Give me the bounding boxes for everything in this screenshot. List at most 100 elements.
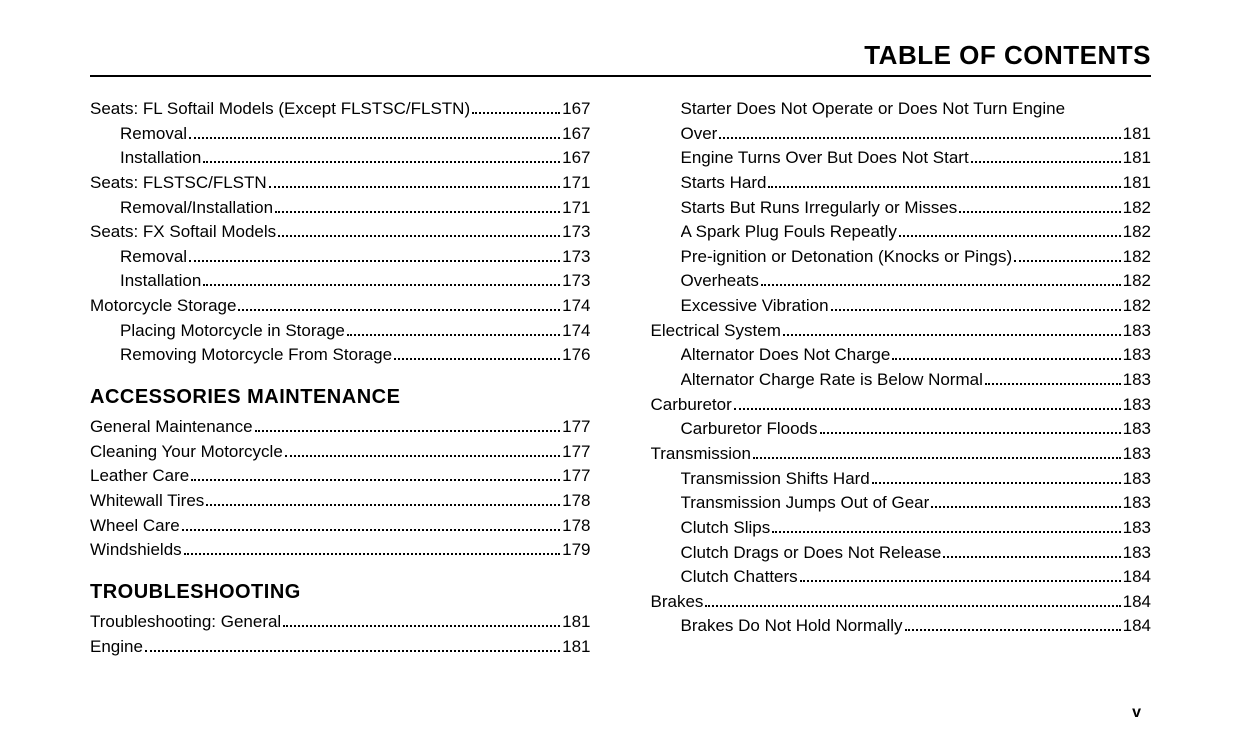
toc-leader-dots xyxy=(189,137,560,139)
toc-leader-dots xyxy=(783,334,1121,336)
toc-entry-page: 184 xyxy=(1123,614,1151,639)
toc-entry-label: Carburetor xyxy=(651,393,732,418)
toc-entry: Installation167 xyxy=(90,146,591,171)
toc-entry-page: 178 xyxy=(562,489,590,514)
toc-entry: Seats: FL Softail Models (Except FLSTSC/… xyxy=(90,97,591,122)
toc-entry-label: Electrical System xyxy=(651,319,781,344)
toc-entry-page: 174 xyxy=(562,294,590,319)
toc-entry-page: 177 xyxy=(562,440,590,465)
toc-leader-dots xyxy=(182,529,560,531)
toc-entry-label: Installation xyxy=(120,269,201,294)
toc-entry: Starter Does Not Operate or Does Not Tur… xyxy=(651,97,1152,122)
toc-entry-label: Excessive Vibration xyxy=(681,294,829,319)
toc-leader-dots xyxy=(772,531,1120,533)
toc-entry-label: Clutch Chatters xyxy=(681,565,798,590)
toc-entry-label: Over xyxy=(681,122,718,147)
toc-entry-page: 183 xyxy=(1123,467,1151,492)
toc-entry-page: 177 xyxy=(562,464,590,489)
toc-entry-page: 174 xyxy=(562,319,590,344)
toc-entry: General Maintenance 177 xyxy=(90,415,591,440)
toc-entry-label: Starts Hard xyxy=(681,171,767,196)
toc-entry-page: 183 xyxy=(1123,541,1151,566)
toc-entry-page: 182 xyxy=(1123,269,1151,294)
toc-entry: Carburetor Floods183 xyxy=(651,417,1152,442)
toc-entry-page: 184 xyxy=(1123,590,1151,615)
toc-leader-dots xyxy=(734,408,1121,410)
toc-entry-page: 182 xyxy=(1123,196,1151,221)
toc-entry-page: 167 xyxy=(562,146,590,171)
toc-leader-dots xyxy=(1014,260,1120,262)
toc-entry-label: Seats: FL Softail Models (Except FLSTSC/… xyxy=(90,97,470,122)
toc-leader-dots xyxy=(892,358,1120,360)
toc-leader-dots xyxy=(872,482,1121,484)
toc-entry-page: 181 xyxy=(1123,122,1151,147)
toc-entry-page: 173 xyxy=(562,269,590,294)
toc-entry-page: 179 xyxy=(562,538,590,563)
toc-entry-page: 182 xyxy=(1123,294,1151,319)
toc-entry-page: 183 xyxy=(1123,319,1151,344)
toc-entry-page: 183 xyxy=(1123,393,1151,418)
toc-leader-dots xyxy=(347,334,560,336)
toc-entry-label: Transmission Jumps Out of Gear xyxy=(681,491,930,516)
toc-entry-page: 167 xyxy=(562,97,590,122)
toc-leader-dots xyxy=(800,580,1121,582)
toc-leader-dots xyxy=(820,432,1121,434)
toc-entry-page: 183 xyxy=(1123,491,1151,516)
toc-entry-label: General Maintenance xyxy=(90,415,253,440)
toc-entry: Overheats182 xyxy=(651,269,1152,294)
toc-entry: Wheel Care178 xyxy=(90,514,591,539)
toc-leader-dots xyxy=(753,457,1121,459)
toc-entry: Seats: FX Softail Models173 xyxy=(90,220,591,245)
toc-leader-dots xyxy=(931,506,1120,508)
toc-entry: Over 181 xyxy=(651,122,1152,147)
toc-leader-dots xyxy=(184,553,560,555)
toc-entry-page: 183 xyxy=(1123,516,1151,541)
toc-leader-dots xyxy=(899,235,1121,237)
toc-entry-label: Alternator Does Not Charge xyxy=(681,343,891,368)
toc-entry-page: 171 xyxy=(562,196,590,221)
toc-entry: Electrical System 183 xyxy=(651,319,1152,344)
toc-entry-page: 183 xyxy=(1123,343,1151,368)
section-heading: TROUBLESHOOTING xyxy=(90,581,591,604)
toc-entry-label: Leather Care xyxy=(90,464,189,489)
toc-entry-label: Troubleshooting: General xyxy=(90,610,281,635)
toc-entry: Windshields179 xyxy=(90,538,591,563)
toc-entry: Installation 173 xyxy=(90,269,591,294)
toc-entry: Troubleshooting: General181 xyxy=(90,610,591,635)
toc-entry-page: 177 xyxy=(562,415,590,440)
toc-entry-page: 182 xyxy=(1123,220,1151,245)
toc-leader-dots xyxy=(472,112,560,114)
toc-entry: Clutch Slips183 xyxy=(651,516,1152,541)
toc-entry: Transmission183 xyxy=(651,442,1152,467)
toc-entry: Seats: FLSTSC/FLSTN171 xyxy=(90,171,591,196)
toc-entry-page: 167 xyxy=(562,122,590,147)
toc-entry: Removing Motorcycle From Storage 176 xyxy=(90,343,591,368)
toc-entry: Alternator Does Not Charge 183 xyxy=(651,343,1152,368)
toc-leader-dots xyxy=(283,625,560,627)
toc-entry-label: Transmission xyxy=(651,442,751,467)
toc-entry-label: Wheel Care xyxy=(90,514,180,539)
toc-entry: Starts Hard 181 xyxy=(651,171,1152,196)
toc-leader-dots xyxy=(203,284,560,286)
toc-leader-dots xyxy=(255,430,561,432)
toc-entry: Removal167 xyxy=(90,122,591,147)
toc-entry-label: Pre-ignition or Detonation (Knocks or Pi… xyxy=(681,245,1013,270)
toc-entry-page: 181 xyxy=(1123,171,1151,196)
toc-leader-dots xyxy=(203,161,560,163)
toc-entry-page: 176 xyxy=(562,343,590,368)
toc-entry: Leather Care 177 xyxy=(90,464,591,489)
toc-entry: Starts But Runs Irregularly or Misses182 xyxy=(651,196,1152,221)
toc-entry: Carburetor 183 xyxy=(651,393,1152,418)
toc-entry-label: A Spark Plug Fouls Repeatly xyxy=(681,220,897,245)
toc-entry-label: Transmission Shifts Hard xyxy=(681,467,870,492)
toc-entry-page: 183 xyxy=(1123,368,1151,393)
section-heading: ACCESSORIES MAINTENANCE xyxy=(90,386,591,409)
toc-entry-label: Removing Motorcycle From Storage xyxy=(120,343,392,368)
toc-column: Starter Does Not Operate or Does Not Tur… xyxy=(651,97,1152,659)
toc-leader-dots xyxy=(905,629,1121,631)
toc-entry-label: Motorcycle Storage xyxy=(90,294,236,319)
toc-leader-dots xyxy=(705,605,1120,607)
toc-entry: Engine Turns Over But Does Not Start181 xyxy=(651,146,1152,171)
toc-leader-dots xyxy=(189,260,560,262)
toc-entry-label: Engine Turns Over But Does Not Start xyxy=(681,146,969,171)
